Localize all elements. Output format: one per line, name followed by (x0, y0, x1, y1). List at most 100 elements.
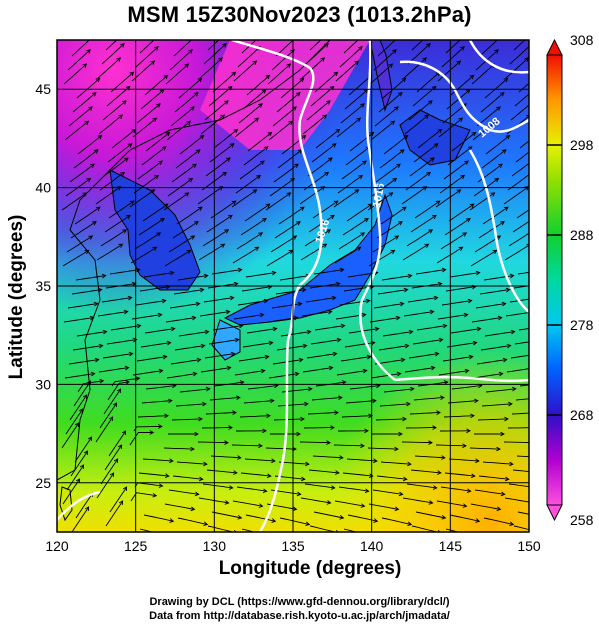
streamline (343, 40, 359, 54)
x-axis-label: Longitude (degrees) (218, 558, 402, 579)
streamline-arrow (98, 343, 104, 349)
streamline (401, 441, 433, 444)
streamline-arrow (328, 29, 332, 33)
streamline (409, 412, 441, 415)
streamline (401, 186, 427, 205)
streamline (348, 74, 372, 96)
streamline-arrow (199, 134, 205, 140)
streamline-arrow (231, 71, 237, 77)
streamline-arrow (330, 485, 336, 490)
streamline-arrow (262, 217, 267, 223)
streamline-arrow (467, 298, 473, 304)
streamline-arrow (354, 60, 360, 65)
streamline (339, 46, 363, 68)
streamline-arrow (408, 329, 414, 335)
streamline (299, 441, 331, 444)
streamline-arrow (403, 287, 409, 293)
streamline-arrow (84, 120, 90, 126)
streamline-arrow (124, 157, 129, 162)
streamline-arrow (184, 192, 190, 197)
streamline (266, 250, 293, 267)
streamline-arrow (158, 33, 162, 37)
streamline (304, 483, 335, 489)
streamline (270, 235, 297, 253)
y-tick-label: 40 (35, 180, 51, 196)
streamline-arrow (537, 352, 541, 356)
streamline (345, 400, 376, 404)
streamline (374, 106, 399, 127)
streamline (503, 186, 529, 205)
streamline-arrow (233, 470, 238, 475)
streamline (435, 189, 461, 208)
streamline (370, 373, 401, 379)
streamline (383, 135, 408, 155)
streamline (64, 120, 89, 141)
streamline-arrow (190, 446, 195, 452)
streamline-arrow (320, 186, 326, 191)
streamline-arrow (152, 117, 158, 122)
streamline (469, 447, 501, 450)
streamline-arrow (293, 315, 299, 321)
streamline (131, 314, 162, 320)
streamline-arrow (264, 354, 270, 360)
streamline (339, 300, 370, 306)
streamline-arrow (369, 131, 375, 137)
streamline (508, 232, 529, 247)
streamline-arrow (224, 500, 230, 505)
streamline (408, 353, 439, 359)
streamline-arrow (286, 192, 292, 197)
streamline (314, 325, 345, 331)
streamline (247, 132, 272, 152)
streamline-arrow (128, 351, 134, 357)
streamline-arrow (136, 323, 142, 329)
streamline (66, 464, 84, 491)
streamline-arrow (534, 215, 538, 219)
streamline (142, 203, 169, 222)
streamline-arrow (327, 309, 333, 315)
streamline-arrow (435, 200, 441, 205)
streamline-arrow (432, 425, 437, 430)
streamline-arrow (168, 398, 173, 404)
streamline-arrow (505, 537, 509, 541)
streamline (509, 298, 529, 303)
streamline-arrow (492, 120, 498, 126)
streamline-arrow (190, 106, 195, 111)
streamline-arrow (356, 246, 362, 252)
x-tick-label: 130 (203, 538, 227, 554)
streamline-arrow (339, 455, 344, 460)
streamline-arrow (112, 402, 118, 408)
japan-kyushu (211, 319, 241, 361)
streamline (238, 103, 263, 124)
isobar-line (359, 40, 396, 381)
streamline-arrow (533, 366, 537, 370)
streamline-arrow (335, 529, 339, 532)
streamline (342, 472, 373, 477)
streamline (306, 353, 337, 359)
streamline-arrow (127, 295, 133, 301)
streamline-arrow (220, 114, 226, 119)
streamline-arrow (409, 386, 415, 392)
streamline-arrow (127, 143, 133, 148)
lat-lon-grid (57, 40, 529, 532)
streamline-arrow (132, 337, 138, 343)
streamline (233, 60, 257, 82)
streamline (69, 163, 95, 183)
streamline-arrow (400, 357, 406, 363)
streamline (340, 356, 371, 362)
streamline-arrow (78, 408, 84, 414)
streamline-arrow (135, 376, 141, 381)
colorbar: 258 268 278 288 298 308 (546, 32, 594, 528)
wind-streamlines (61, 29, 541, 541)
streamline (448, 203, 475, 222)
streamline-arrow (428, 100, 433, 105)
credit-drawing: Drawing by DCL (https://www.gfd-dennou.o… (149, 596, 450, 608)
streamline (302, 367, 333, 373)
streamline (436, 246, 463, 264)
streamline (413, 143, 439, 163)
streamline-arrow (152, 492, 158, 498)
streamline-arrow (113, 458, 119, 464)
streamline (204, 100, 229, 121)
streamline-arrow (324, 43, 329, 48)
streamline (178, 331, 209, 337)
x-tick-label: 125 (124, 538, 148, 554)
